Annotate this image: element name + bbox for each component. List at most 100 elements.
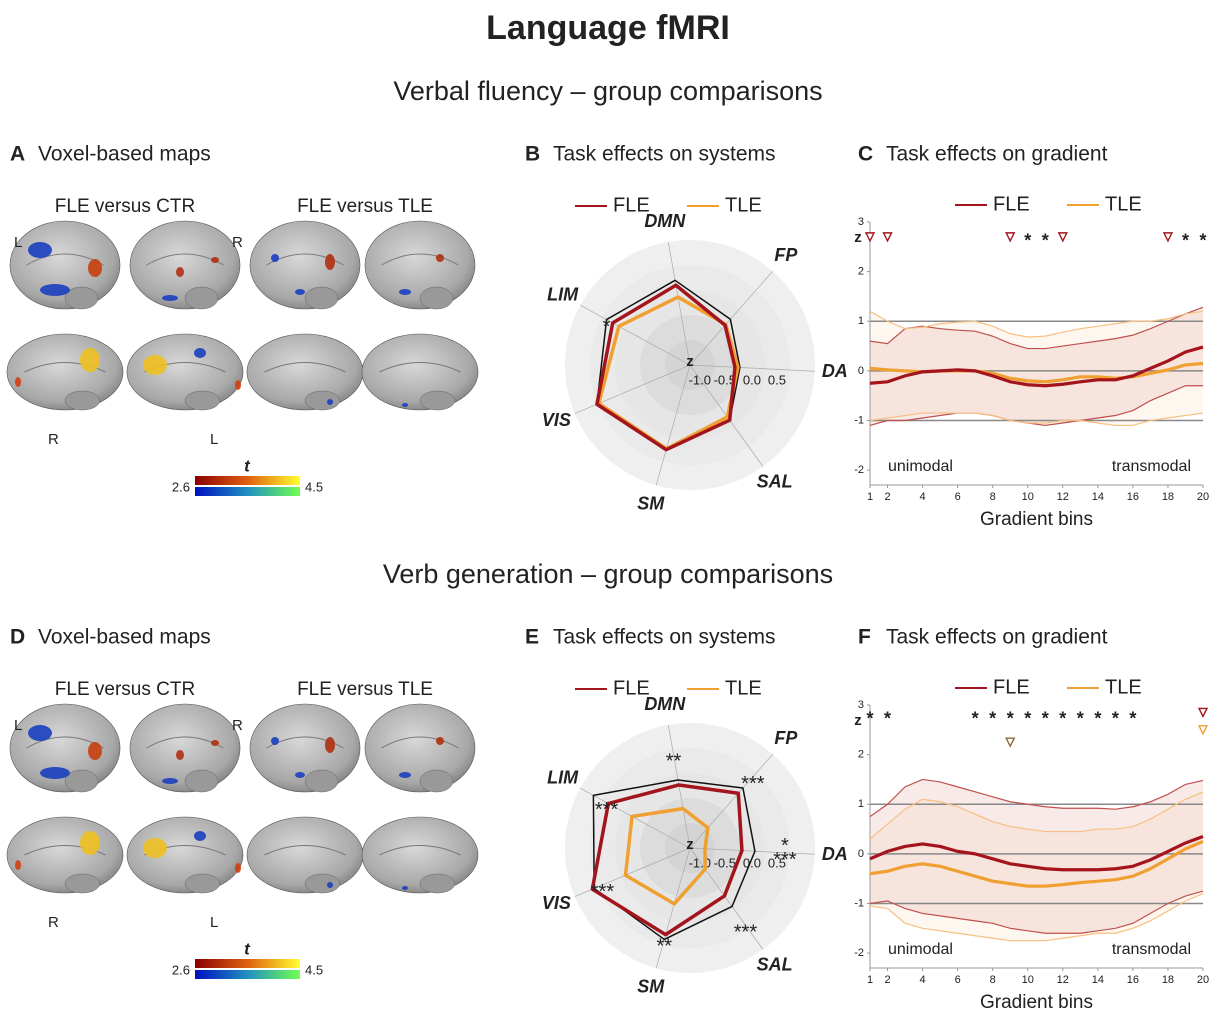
radar-series bbox=[590, 783, 744, 937]
radar-tick-label: -1.0 bbox=[689, 855, 711, 870]
panel-title: Task effects on gradient bbox=[886, 143, 1108, 166]
activation-blob bbox=[40, 767, 70, 779]
x-tick-label: 12 bbox=[1057, 974, 1069, 986]
confidence-band bbox=[870, 779, 1203, 934]
radar-axis-label: FP bbox=[774, 728, 798, 748]
activation-blob bbox=[295, 772, 305, 778]
brain-sulcus bbox=[379, 362, 461, 373]
series-line bbox=[869, 839, 1204, 888]
significance-star: * bbox=[1059, 709, 1066, 729]
band-edge bbox=[869, 385, 1203, 427]
column-label: FLE versus CTR bbox=[55, 679, 195, 700]
panel-letter: F bbox=[858, 626, 871, 649]
y-tick-label: 2 bbox=[858, 266, 864, 278]
confidence-band bbox=[870, 307, 1203, 426]
colorbar-cold bbox=[195, 970, 300, 979]
activation-blob bbox=[399, 289, 411, 295]
significance-mark: *** bbox=[741, 773, 765, 795]
y-tick-label: 2 bbox=[858, 749, 864, 761]
activation-blob bbox=[80, 831, 100, 855]
cerebellum bbox=[64, 769, 99, 793]
activation-blob bbox=[211, 257, 219, 263]
radar-tick-label: -0.5 bbox=[714, 855, 736, 870]
radar-spoke bbox=[689, 847, 815, 855]
brain bbox=[364, 703, 476, 793]
radar-tick-label: 0.0 bbox=[743, 855, 761, 870]
legend-label: TLE bbox=[1105, 193, 1142, 215]
radar-tick-label: -0.5 bbox=[714, 372, 736, 387]
cerebellum bbox=[64, 286, 99, 310]
brain bbox=[249, 220, 361, 310]
significance-triangle bbox=[1162, 232, 1174, 243]
hemisphere-label: L bbox=[210, 914, 218, 931]
significance-triangle bbox=[1005, 737, 1016, 748]
radar-spoke bbox=[689, 847, 764, 950]
radar-axis-label: DA bbox=[822, 844, 848, 864]
cerebellum bbox=[64, 390, 101, 411]
x-tick-label: 16 bbox=[1127, 491, 1139, 503]
activation-blob bbox=[327, 399, 333, 405]
significance-triangle bbox=[1197, 707, 1209, 719]
radar-axis-label: SAL bbox=[757, 954, 793, 974]
activation-blob bbox=[88, 742, 102, 760]
significance-star: * bbox=[1007, 709, 1014, 729]
activation-blob bbox=[28, 725, 52, 741]
radar-axis-title: z bbox=[686, 353, 694, 370]
band-edge bbox=[869, 310, 1204, 338]
x-tick-label: 18 bbox=[1162, 974, 1174, 986]
x-tick-label: 2 bbox=[884, 974, 890, 986]
x-tick-label: 10 bbox=[1022, 491, 1034, 503]
panel-letter: C bbox=[858, 143, 873, 166]
brain bbox=[361, 333, 479, 411]
activation-blob bbox=[325, 254, 335, 270]
significance-star: * bbox=[1182, 231, 1189, 251]
band-edge bbox=[869, 778, 1204, 818]
axis-annotation: transmodal bbox=[1112, 941, 1191, 958]
panel-letter: B bbox=[525, 143, 540, 166]
activation-blob bbox=[325, 737, 335, 753]
colorbar-min: 2.6 bbox=[172, 962, 190, 977]
activation-blob bbox=[235, 863, 241, 873]
band-edge bbox=[869, 890, 1204, 934]
activation-blob bbox=[295, 289, 305, 295]
significance-mark: ** bbox=[656, 936, 672, 958]
y-tick-label: 1 bbox=[858, 798, 864, 810]
activation-blob bbox=[80, 348, 100, 372]
radar-series bbox=[592, 779, 756, 941]
x-tick-label: 8 bbox=[990, 974, 996, 986]
colorbar-cold bbox=[195, 487, 300, 496]
brain-sulcus bbox=[24, 845, 106, 856]
hemisphere-label: L bbox=[14, 717, 22, 734]
colorbar-label: t bbox=[244, 939, 251, 958]
cerebellum bbox=[419, 769, 454, 793]
x-tick-label: 12 bbox=[1057, 491, 1069, 503]
significance-star: * bbox=[1199, 231, 1206, 251]
y-tick-label: -2 bbox=[854, 947, 864, 959]
activation-blob bbox=[436, 737, 444, 745]
cerebellum bbox=[304, 873, 341, 894]
panel-title: Voxel-based maps bbox=[38, 143, 211, 166]
radar-axis-label: DMN bbox=[644, 694, 686, 714]
significance-star: * bbox=[1112, 709, 1119, 729]
significance-star: * bbox=[866, 709, 873, 729]
activation-blob bbox=[327, 882, 333, 888]
y-axis-title: z bbox=[854, 229, 862, 246]
legend-label: FLE bbox=[993, 676, 1030, 698]
x-tick-label: 1 bbox=[867, 491, 873, 503]
radar-tick-label: 0.5 bbox=[768, 372, 786, 387]
panel-title: Task effects on systems bbox=[553, 626, 776, 649]
radar-axis-label: LIM bbox=[547, 767, 579, 787]
x-tick-label: 20 bbox=[1197, 491, 1209, 503]
activation-blob bbox=[15, 377, 21, 387]
significance-triangle bbox=[882, 232, 893, 243]
x-tick-label: 20 bbox=[1197, 974, 1209, 986]
colorbar-label: t bbox=[244, 456, 251, 475]
radar-spoke bbox=[667, 241, 691, 366]
radar-axis-label: FP bbox=[774, 245, 798, 265]
brain-sulcus bbox=[381, 253, 459, 266]
legend-label: FLE bbox=[993, 193, 1030, 215]
brain bbox=[249, 703, 361, 793]
activation-blob bbox=[28, 242, 52, 258]
radar-tick-label: 0.0 bbox=[743, 372, 761, 387]
